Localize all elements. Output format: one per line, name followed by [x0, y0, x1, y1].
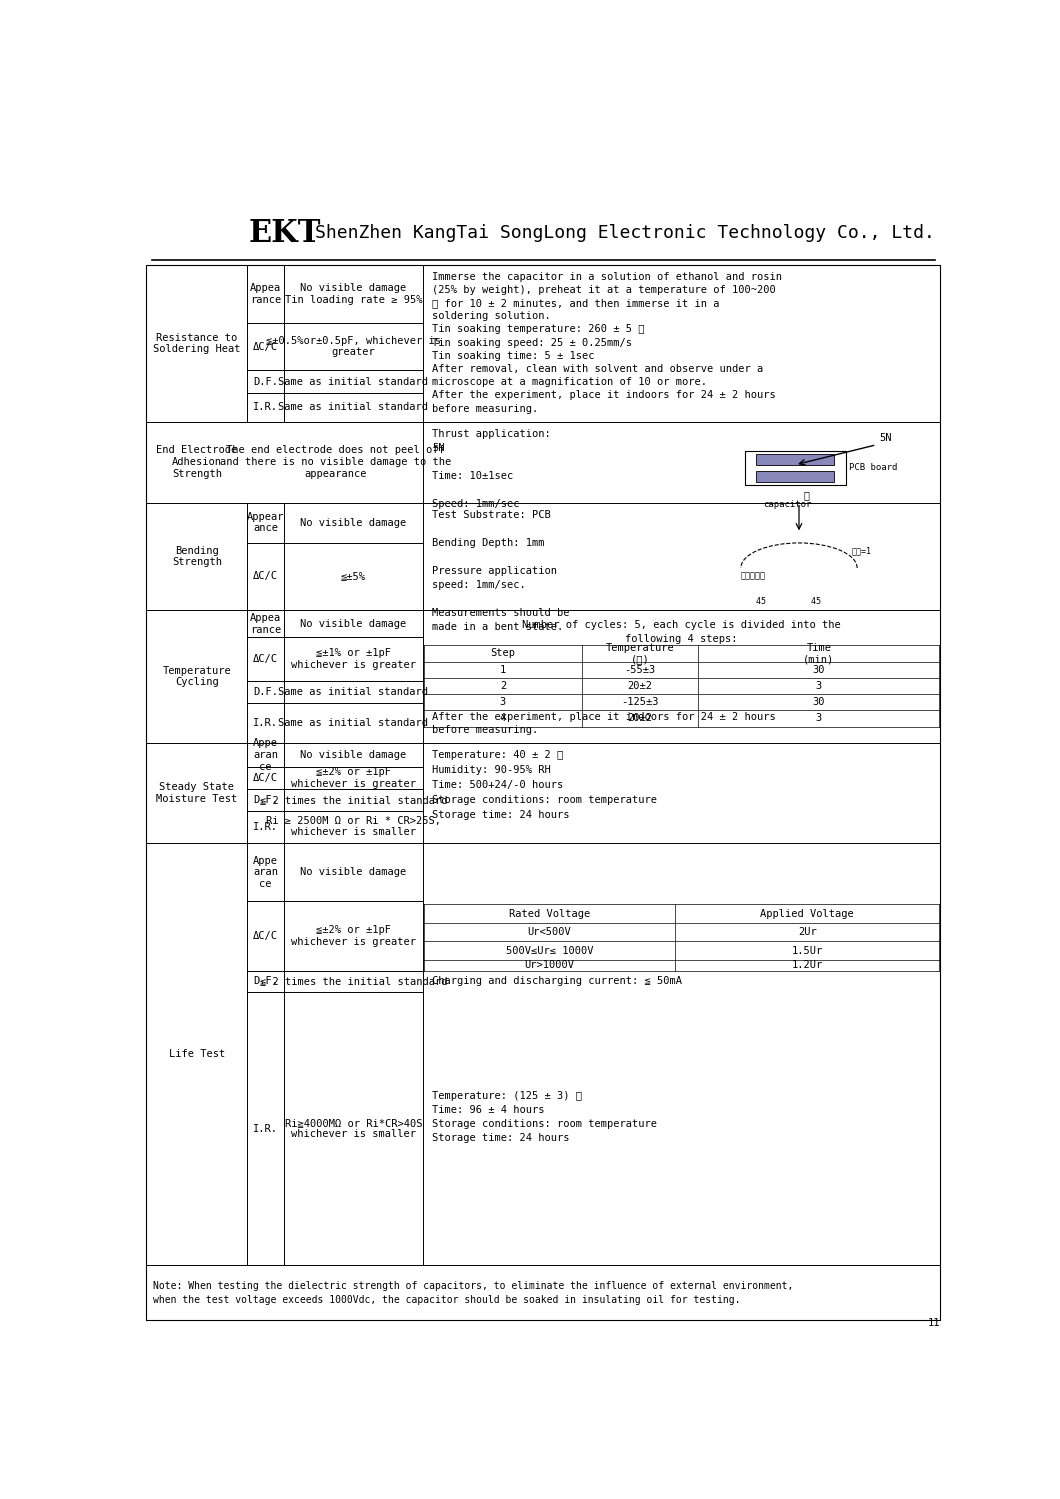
Text: I.R.: I.R. [253, 718, 278, 727]
Text: No visible damage: No visible damage [300, 517, 406, 528]
Text: 1.2Ur: 1.2Ur [792, 961, 823, 970]
Text: 4: 4 [500, 714, 506, 724]
Text: ≦±2% or ±1pF
whichever is greater: ≦±2% or ±1pF whichever is greater [290, 767, 416, 788]
Text: No visible damage: No visible damage [300, 619, 406, 628]
Text: Temperature: 40 ± 2 ℃
Humidity: 90-95% RH
Time: 500+24/-0 hours
Storage conditio: Temperature: 40 ± 2 ℃ Humidity: 90-95% R… [432, 751, 657, 820]
Text: 3: 3 [815, 714, 822, 724]
Text: ShenZhen KangTai SongLong Electronic Technology Co., Ltd.: ShenZhen KangTai SongLong Electronic Tec… [315, 223, 935, 241]
Text: Ri ≥ 2500M Ω or Ri * CR>25S,
whichever is smaller: Ri ≥ 2500M Ω or Ri * CR>25S, whichever i… [266, 815, 441, 838]
Text: 30: 30 [813, 697, 825, 708]
Text: Ri≧4000MΩ or Ri*CR>40S
whichever is smaller: Ri≧4000MΩ or Ri*CR>40S whichever is smal… [285, 1118, 422, 1139]
Text: 30: 30 [813, 666, 825, 675]
Text: Same as initial standard: Same as initial standard [279, 402, 428, 412]
Text: 500V≤Ur≤ 1000V: 500V≤Ur≤ 1000V [506, 946, 594, 956]
Text: The end electrode does not peel off
and there is no visible damage to the
appear: The end electrode does not peel off and … [219, 445, 450, 478]
Text: ΔC/C: ΔC/C [253, 773, 278, 782]
Text: Same as initial standard: Same as initial standard [279, 718, 428, 727]
Text: 45         45: 45 45 [757, 597, 822, 606]
Text: Resistance to
Soldering Heat: Resistance to Soldering Heat [153, 333, 241, 354]
Text: Bending
Strength: Bending Strength [172, 546, 222, 567]
Text: I.R.: I.R. [253, 821, 278, 832]
Text: D.F.: D.F. [253, 376, 278, 387]
Text: 3: 3 [500, 697, 506, 708]
Text: After the experiment, place it indoors for 24 ± 2 hours
before measuring.: After the experiment, place it indoors f… [432, 712, 776, 735]
Text: 2: 2 [500, 681, 506, 691]
Text: I.R.: I.R. [253, 1124, 278, 1133]
Text: No visible damage: No visible damage [300, 866, 406, 877]
Text: 11: 11 [928, 1318, 940, 1328]
Text: ≦±5%: ≦±5% [341, 571, 366, 582]
Text: EKT: EKT [249, 217, 321, 249]
Text: I.R.: I.R. [253, 402, 278, 412]
Text: 3: 3 [815, 681, 822, 691]
Text: ≦±1% or ±1pF
whichever is greater: ≦±1% or ±1pF whichever is greater [290, 649, 416, 670]
Text: Rated Voltage: Rated Voltage [509, 908, 590, 919]
Text: Ur<500V: Ur<500V [528, 928, 571, 937]
Text: No visible damage: No visible damage [300, 750, 406, 760]
Text: Time
(min): Time (min) [803, 643, 834, 664]
Text: Appe
aran
ce: Appe aran ce [253, 856, 278, 889]
Text: Thrust application:
5N

Time: 10±1sec

Speed: 1mm/sec: Thrust application: 5N Time: 10±1sec Spe… [432, 429, 551, 510]
Bar [745, 451, 846, 484]
Text: Life Test: Life Test [169, 1049, 225, 1058]
Text: ≦±0.5%or±0.5pF, whichever is
greater: ≦±0.5%or±0.5pF, whichever is greater [266, 336, 441, 357]
Text: D.F.: D.F. [253, 976, 278, 986]
Text: 1: 1 [500, 666, 506, 675]
Text: Appea
rance: Appea rance [250, 613, 281, 634]
Text: ΔC/C: ΔC/C [253, 571, 278, 582]
Text: -125±3: -125±3 [621, 697, 659, 708]
Text: Appe
aran
ce: Appe aran ce [253, 739, 278, 772]
Text: Temperature
Cycling: Temperature Cycling [162, 666, 231, 688]
Text: Test Substrate: PCB

Bending Depth: 1mm

Pressure application
speed: 1mm/sec.

M: Test Substrate: PCB Bending Depth: 1mm P… [432, 510, 570, 633]
Text: End Electrode
Adhesion
Strength: End Electrode Adhesion Strength [156, 445, 237, 478]
Bar [757, 454, 834, 465]
Text: Applied Voltage: Applied Voltage [760, 908, 854, 919]
Text: Same as initial standard: Same as initial standard [279, 687, 428, 697]
Text: Temperature
(℃): Temperature (℃) [605, 643, 674, 664]
Bar [757, 471, 834, 481]
Text: Same as initial standard: Same as initial standard [279, 376, 428, 387]
Text: 2Ur: 2Ur [798, 928, 816, 937]
Text: Steady State
Moisture Test: Steady State Moisture Test [156, 782, 237, 803]
Text: ≦±2% or ±1pF
whichever is greater: ≦±2% or ±1pF whichever is greater [290, 925, 416, 947]
Text: Appear
ance: Appear ance [247, 511, 284, 534]
Text: 5N: 5N [879, 433, 891, 444]
Text: 电容测量仪: 电容测量仪 [741, 571, 766, 580]
Text: ΔC/C: ΔC/C [253, 931, 278, 941]
Text: 1.5Ur: 1.5Ur [792, 946, 823, 956]
Text: ≦ 2 times the initial standard: ≦ 2 times the initial standard [260, 794, 447, 805]
Text: capacitor: capacitor [763, 501, 812, 510]
Text: ΔC/C: ΔC/C [253, 654, 278, 664]
Text: Step: Step [491, 649, 515, 658]
Text: D.F.: D.F. [253, 687, 278, 697]
Text: 力: 力 [803, 490, 810, 501]
Text: -55±3: -55±3 [624, 666, 656, 675]
Text: ΔC/C: ΔC/C [253, 342, 278, 352]
Text: Charging and discharging current: ≦ 50mA: Charging and discharging current: ≦ 50mA [432, 976, 683, 986]
Text: No visible damage
Tin loading rate ≥ 95%: No visible damage Tin loading rate ≥ 95% [285, 283, 422, 304]
Text: ≦ 2 times the initial standard: ≦ 2 times the initial standard [260, 976, 447, 986]
Text: 弯曲=1: 弯曲=1 [851, 547, 871, 556]
Text: Appea
rance: Appea rance [250, 283, 281, 304]
Text: D.F.: D.F. [253, 794, 278, 805]
Text: PCB board: PCB board [849, 463, 898, 472]
Text: Note: When testing the dielectric strength of capacitors, to eliminate the influ: Note: When testing the dielectric streng… [153, 1280, 793, 1304]
Text: 20±2: 20±2 [628, 681, 653, 691]
Text: Number of cycles: 5, each cycle is divided into the
following 4 steps:: Number of cycles: 5, each cycle is divid… [523, 619, 841, 643]
Text: Ur>1000V: Ur>1000V [525, 961, 575, 970]
Text: 20±2: 20±2 [628, 714, 653, 724]
Text: Immerse the capacitor in a solution of ethanol and rosin
(25% by weight), prehea: Immerse the capacitor in a solution of e… [432, 271, 782, 414]
Text: Temperature: (125 ± 3) ℃
Time: 96 ± 4 hours
Storage conditions: room temperature: Temperature: (125 ± 3) ℃ Time: 96 ± 4 ho… [432, 1091, 657, 1142]
